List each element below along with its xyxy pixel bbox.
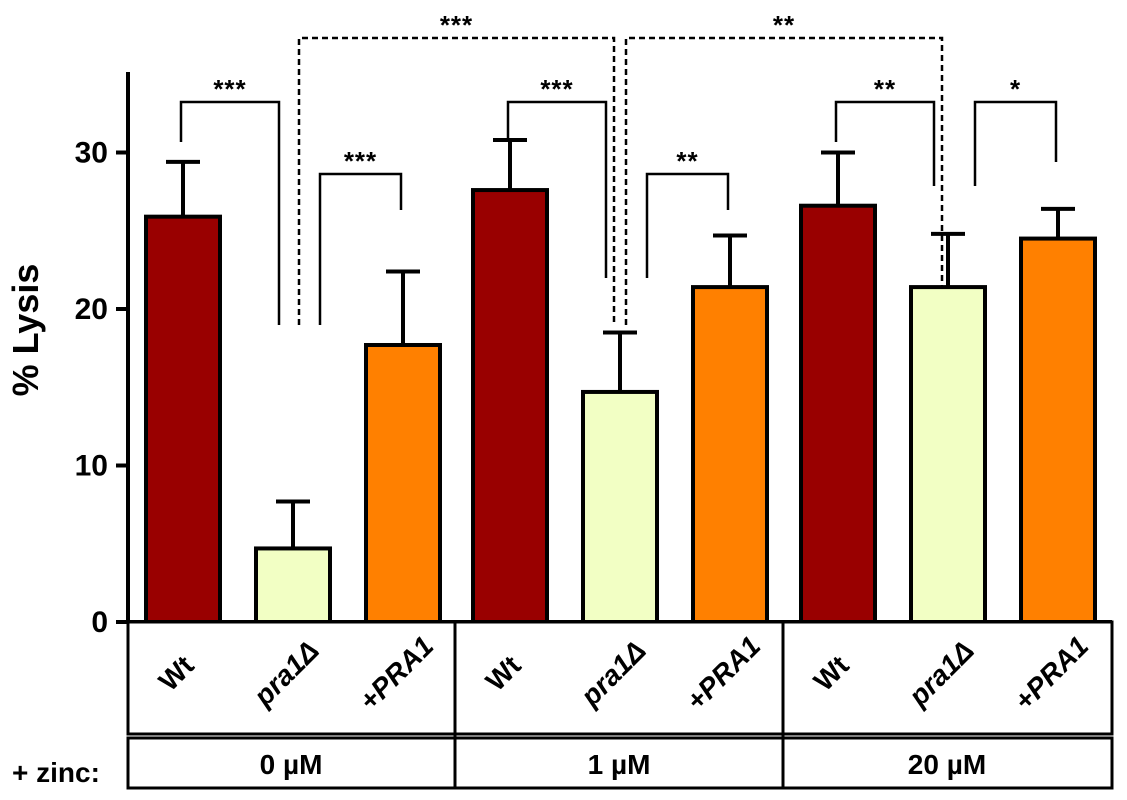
significance-stars: ** <box>874 74 896 104</box>
bar <box>1019 236 1097 624</box>
category-row <box>126 620 1114 736</box>
bracket-line <box>834 100 936 186</box>
significance-brackets: ************* **** ** <box>179 10 1058 325</box>
y-tick-label: 10 <box>75 450 108 483</box>
bracket-line <box>506 100 608 278</box>
bars <box>144 137 1097 625</box>
significance-stars: *** <box>213 74 246 104</box>
zinc-label: + zinc: <box>12 757 100 788</box>
significance-stars: ** <box>676 146 698 176</box>
bar <box>581 389 659 624</box>
significance-bracket: *** <box>297 10 616 325</box>
significance-stars: * <box>1010 74 1021 104</box>
significance-bracket: ** <box>834 74 936 186</box>
y-axis-label: % Lysis <box>5 264 46 397</box>
zinc-concentration-label: 20 µM <box>908 749 986 780</box>
y-tick-label: 20 <box>75 293 108 326</box>
bar <box>471 188 549 624</box>
significance-bracket: *** <box>318 146 403 325</box>
zinc-row <box>126 736 1114 790</box>
bracket-line <box>973 100 1058 186</box>
significance-stars: ** <box>773 10 795 40</box>
bar <box>691 285 769 624</box>
significance-bracket: *** <box>506 74 608 278</box>
bar <box>144 214 222 624</box>
zinc-concentration-label: 1 µM <box>588 749 651 780</box>
significance-bracket: *** <box>179 74 281 325</box>
y-tick-label: 0 <box>91 606 108 639</box>
dashed-bracket-line <box>297 36 616 325</box>
axes: 0 10 20 30 <box>75 72 130 639</box>
y-tick-label: 30 <box>75 137 108 170</box>
bracket-line <box>179 100 281 325</box>
bracket-line <box>318 172 403 325</box>
significance-stars: *** <box>540 74 573 104</box>
bar <box>364 342 442 624</box>
bar <box>254 546 332 625</box>
bar <box>799 203 877 625</box>
bracket-line <box>645 172 730 278</box>
dashed-bracket-line <box>624 36 944 325</box>
significance-bracket: ** <box>624 10 944 325</box>
significance-stars: *** <box>344 146 377 176</box>
zinc-concentration-label: 0 µM <box>260 749 323 780</box>
bar <box>909 285 987 624</box>
significance-bracket: * <box>973 74 1058 186</box>
significance-bracket: ** <box>645 146 730 278</box>
significance-stars: *** <box>440 10 473 40</box>
